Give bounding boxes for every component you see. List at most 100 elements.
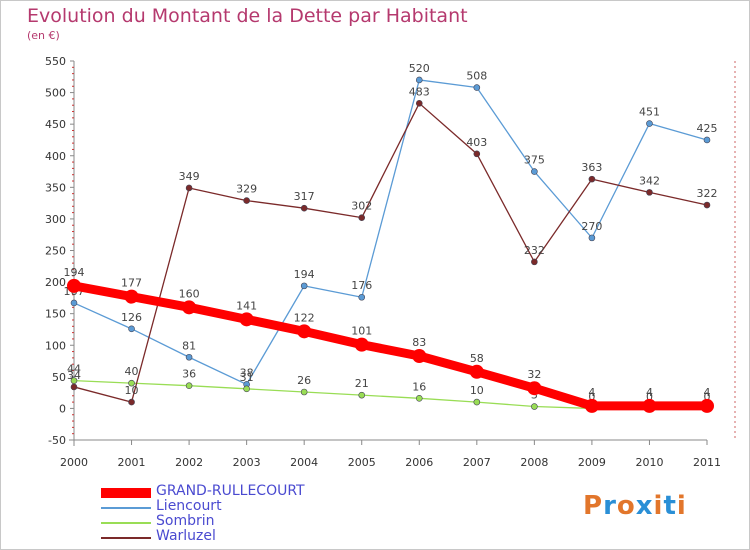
legend-label: Warluzel (156, 528, 216, 544)
data-point (128, 379, 135, 387)
data-label: 349 (179, 170, 200, 183)
data-label: 26 (297, 374, 311, 387)
legend-label: Liencourt (156, 498, 222, 514)
y-tick-label: 200 (45, 276, 66, 289)
data-point (358, 293, 366, 301)
data-label: 126 (121, 311, 142, 324)
data-point (588, 175, 596, 183)
legend-label: GRAND-RULLECOURT (156, 483, 305, 499)
data-point (185, 382, 193, 389)
data-label: 10 (125, 384, 139, 397)
data-label: 141 (236, 299, 257, 312)
data-point (415, 100, 423, 107)
data-label: 160 (179, 287, 200, 300)
data-label: 194 (64, 266, 85, 279)
data-label: 425 (697, 122, 718, 135)
data-label: 483 (409, 85, 430, 98)
data-point (70, 383, 78, 391)
data-label: 317 (294, 190, 315, 203)
data-point (243, 385, 250, 393)
data-label: 101 (351, 325, 372, 338)
data-point (473, 150, 481, 158)
x-tick-label: 2006 (405, 456, 433, 469)
logo-letter: t (663, 491, 677, 521)
data-label: 4 (646, 386, 653, 399)
logo-letter: i (676, 491, 687, 521)
data-label: 122 (294, 311, 315, 324)
data-label: 83 (412, 336, 426, 349)
x-tick-label: 2003 (233, 456, 261, 469)
x-tick-label: 2008 (520, 456, 548, 469)
data-point (300, 204, 308, 212)
legend-label: Sombrin (156, 513, 215, 529)
data-label: 342 (639, 174, 660, 187)
y-tick-label: 350 (45, 181, 66, 194)
data-point (300, 282, 308, 290)
data-label: 44 (67, 363, 81, 376)
data-point (473, 84, 481, 91)
data-label: 403 (466, 136, 487, 149)
series-line (73, 79, 708, 386)
data-point (300, 388, 308, 396)
data-point (124, 289, 139, 304)
x-tick-label: 2010 (635, 456, 663, 469)
data-point (70, 377, 78, 384)
data-point (473, 398, 481, 406)
data-point (239, 312, 254, 327)
data-label: 21 (355, 377, 369, 390)
data-point (182, 300, 197, 315)
y-tick-label: -50 (48, 434, 66, 447)
y-tick-label: 500 (45, 87, 66, 100)
data-point (642, 398, 657, 413)
data-point (70, 299, 78, 307)
y-tick-label: 50 (52, 371, 66, 384)
data-label: 375 (524, 154, 545, 167)
legend-swatch (101, 537, 151, 539)
data-point (185, 184, 193, 192)
data-point (703, 201, 711, 209)
data-label: 451 (639, 106, 660, 119)
data-point (646, 120, 653, 127)
data-label: 322 (697, 187, 718, 200)
y-tick-label: 550 (45, 55, 66, 68)
logo-letter: x (635, 491, 654, 521)
data-label: 4 (588, 386, 595, 399)
data-point (354, 337, 369, 352)
y-tick-label: 450 (45, 118, 66, 131)
data-label: 232 (524, 244, 545, 257)
y-tick-label: 250 (45, 245, 66, 258)
legend-swatch (101, 488, 151, 498)
data-label: 31 (240, 371, 254, 384)
series-line (73, 281, 707, 411)
legend-swatch (101, 507, 151, 509)
data-label: 32 (527, 368, 541, 381)
logo-letter: o (616, 491, 636, 521)
logo-letter: P (583, 491, 604, 521)
data-label: 0 (588, 390, 595, 403)
legend-swatch (101, 522, 151, 524)
x-tick-label: 2007 (463, 456, 491, 469)
data-label: 194 (294, 268, 315, 281)
data-point (185, 353, 193, 361)
data-point (128, 325, 135, 333)
data-label: 329 (236, 183, 257, 196)
data-label: 363 (581, 161, 602, 174)
data-label: 4 (704, 386, 711, 399)
x-tick-label: 2000 (60, 456, 88, 469)
data-label: 302 (351, 200, 372, 213)
data-point (412, 348, 427, 363)
data-point (128, 398, 135, 406)
data-point (358, 391, 366, 399)
data-label: 10 (470, 384, 484, 397)
data-label: 16 (412, 380, 426, 393)
data-point (469, 364, 484, 379)
data-point (415, 395, 423, 402)
data-point (588, 234, 596, 242)
x-tick-label: 2004 (290, 456, 318, 469)
data-point (415, 76, 423, 84)
data-label: 58 (470, 352, 484, 365)
data-label: 36 (182, 368, 196, 381)
data-point (243, 197, 250, 204)
